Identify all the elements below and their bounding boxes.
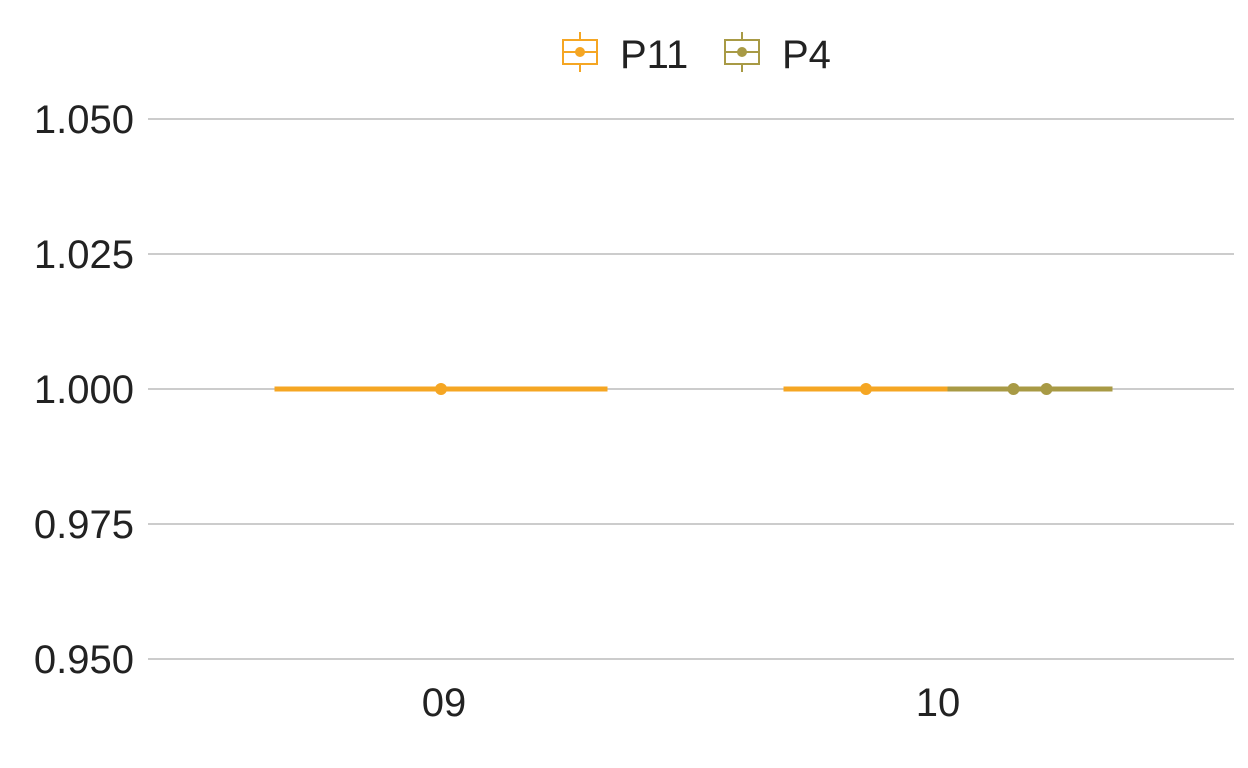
x-tick-label: 10 <box>916 681 961 725</box>
y-tick-label: 1.025 <box>34 233 134 277</box>
legend-point <box>575 47 585 57</box>
y-tick-label: 0.950 <box>34 638 134 682</box>
point-p11-10 <box>860 383 872 395</box>
y-axis: 0.950 0.975 1.000 1.025 1.050 <box>34 98 134 682</box>
legend-item-p11: P11 <box>562 32 688 77</box>
point-p4-10 <box>1007 383 1020 395</box>
x-axis: 09 10 <box>422 681 961 725</box>
legend-label: P11 <box>620 33 688 77</box>
point-p4-10 <box>1040 383 1053 395</box>
legend-item-p4: P4 <box>724 32 831 77</box>
legend-point <box>737 47 747 57</box>
legend-label: P4 <box>782 33 831 77</box>
y-tick-label: 0.975 <box>34 503 134 547</box>
x-tick-label: 09 <box>422 681 467 725</box>
point-p11-09 <box>435 383 447 395</box>
y-tick-label: 1.000 <box>34 368 134 412</box>
legend: P11 P4 <box>562 32 831 77</box>
plot-area <box>274 383 1113 395</box>
y-tick-label: 1.050 <box>34 98 134 142</box>
box-p4-10 <box>947 386 1113 392</box>
